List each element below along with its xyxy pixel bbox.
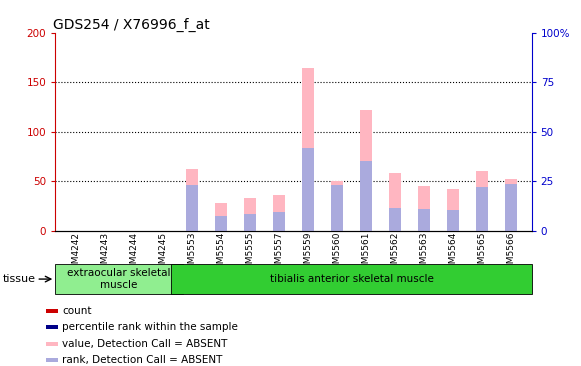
Bar	[418, 209, 430, 231]
Bar	[46, 310, 58, 313]
FancyBboxPatch shape	[171, 264, 532, 294]
Bar	[389, 173, 401, 231]
Bar	[46, 358, 58, 362]
Bar	[360, 110, 372, 231]
Bar	[186, 185, 198, 231]
Text: extraocular skeletal
muscle: extraocular skeletal muscle	[67, 268, 171, 290]
Text: value, Detection Call = ABSENT: value, Detection Call = ABSENT	[62, 339, 227, 349]
Bar	[273, 212, 285, 231]
Bar	[215, 203, 227, 231]
Bar	[505, 179, 517, 231]
Bar	[447, 210, 459, 231]
Bar	[46, 325, 58, 329]
Bar	[46, 342, 58, 346]
Bar	[389, 208, 401, 231]
Bar	[186, 169, 198, 231]
Bar	[360, 161, 372, 231]
Bar	[331, 185, 343, 231]
Bar	[273, 195, 285, 231]
Bar	[505, 184, 517, 231]
Text: count: count	[62, 306, 91, 316]
FancyBboxPatch shape	[55, 264, 183, 294]
Text: tissue: tissue	[3, 274, 36, 284]
Bar	[476, 171, 488, 231]
Bar	[302, 147, 314, 231]
Bar	[331, 181, 343, 231]
Bar	[244, 214, 256, 231]
Bar	[447, 189, 459, 231]
Bar	[476, 187, 488, 231]
Text: percentile rank within the sample: percentile rank within the sample	[62, 322, 238, 332]
Bar	[215, 216, 227, 231]
Bar	[302, 68, 314, 231]
Bar	[418, 186, 430, 231]
Bar	[244, 198, 256, 231]
Text: rank, Detection Call = ABSENT: rank, Detection Call = ABSENT	[62, 355, 223, 365]
Text: GDS254 / X76996_f_at: GDS254 / X76996_f_at	[53, 18, 210, 32]
Text: tibialis anterior skeletal muscle: tibialis anterior skeletal muscle	[270, 274, 433, 284]
